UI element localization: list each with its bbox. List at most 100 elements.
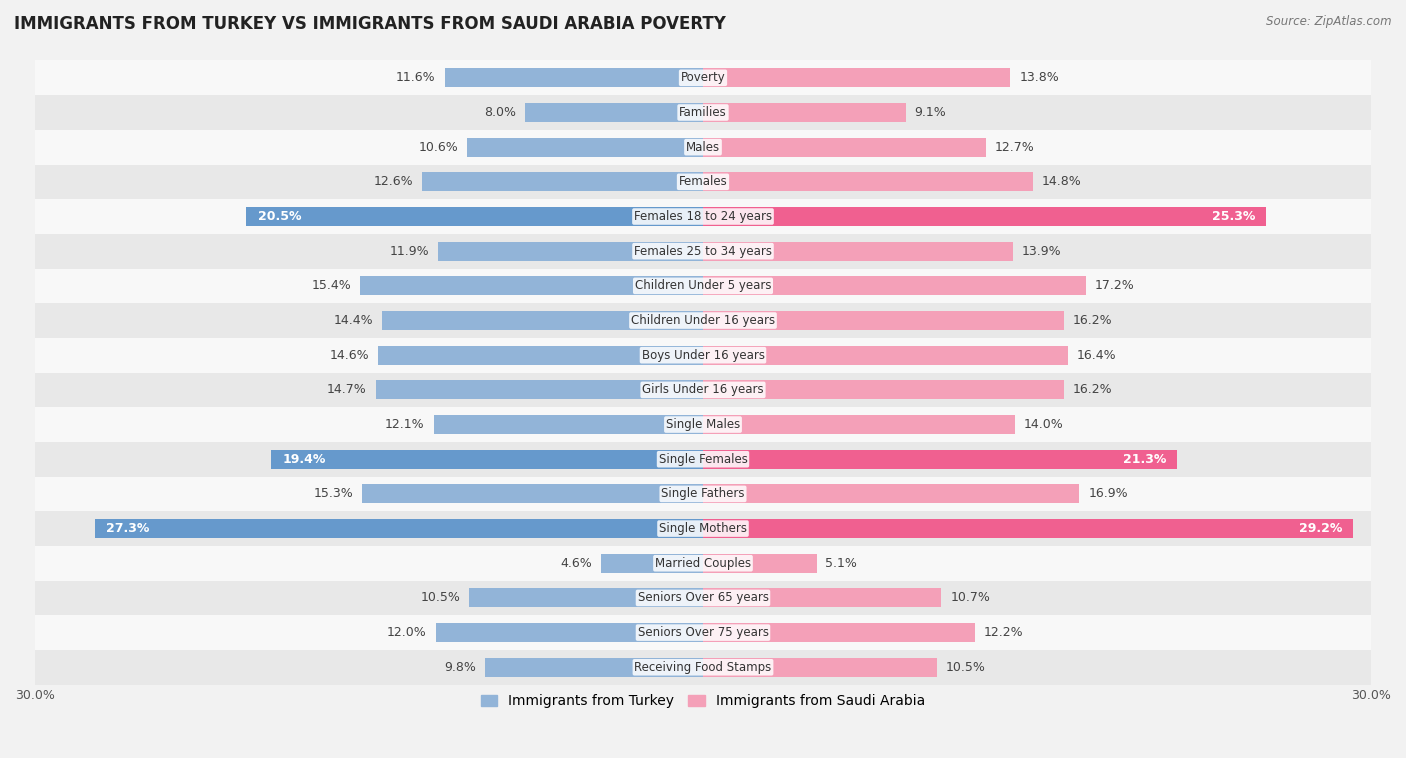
Text: 12.6%: 12.6% — [374, 175, 413, 188]
Bar — [35, 303, 1371, 338]
Text: Females 25 to 34 years: Females 25 to 34 years — [634, 245, 772, 258]
Text: Poverty: Poverty — [681, 71, 725, 84]
Text: 14.4%: 14.4% — [333, 314, 374, 327]
Bar — [439, 242, 703, 261]
Text: 29.2%: 29.2% — [1299, 522, 1343, 535]
Text: 16.2%: 16.2% — [1073, 384, 1112, 396]
Text: 27.3%: 27.3% — [107, 522, 149, 535]
Text: 10.6%: 10.6% — [419, 141, 458, 154]
Bar — [703, 449, 1177, 468]
Text: 12.7%: 12.7% — [994, 141, 1035, 154]
Text: 13.8%: 13.8% — [1019, 71, 1059, 84]
Text: 10.5%: 10.5% — [420, 591, 460, 604]
Text: Seniors Over 65 years: Seniors Over 65 years — [637, 591, 769, 604]
Bar — [467, 138, 703, 157]
Bar — [35, 164, 1371, 199]
Text: 10.5%: 10.5% — [946, 661, 986, 674]
Bar — [96, 519, 703, 538]
Bar — [436, 623, 703, 642]
Bar — [35, 268, 1371, 303]
Bar — [703, 623, 974, 642]
Text: Families: Families — [679, 106, 727, 119]
Text: IMMIGRANTS FROM TURKEY VS IMMIGRANTS FROM SAUDI ARABIA POVERTY: IMMIGRANTS FROM TURKEY VS IMMIGRANTS FRO… — [14, 15, 725, 33]
Text: 17.2%: 17.2% — [1095, 280, 1135, 293]
Bar — [382, 311, 703, 330]
Text: 16.2%: 16.2% — [1073, 314, 1112, 327]
Text: 14.7%: 14.7% — [328, 384, 367, 396]
Text: Females: Females — [679, 175, 727, 188]
Bar — [35, 477, 1371, 511]
Bar — [35, 234, 1371, 268]
Text: Children Under 16 years: Children Under 16 years — [631, 314, 775, 327]
Text: Boys Under 16 years: Boys Under 16 years — [641, 349, 765, 362]
Bar — [703, 588, 941, 607]
Bar — [703, 519, 1353, 538]
Bar — [35, 546, 1371, 581]
Bar — [35, 338, 1371, 372]
Bar — [600, 553, 703, 573]
Bar — [35, 442, 1371, 477]
Bar — [363, 484, 703, 503]
Bar — [360, 277, 703, 296]
Bar — [703, 553, 817, 573]
Text: 9.8%: 9.8% — [444, 661, 475, 674]
Bar — [35, 372, 1371, 407]
Bar — [703, 415, 1015, 434]
Bar — [703, 103, 905, 122]
Bar — [35, 615, 1371, 650]
Bar — [524, 103, 703, 122]
Bar — [433, 415, 703, 434]
Text: 16.9%: 16.9% — [1088, 487, 1128, 500]
Bar — [703, 346, 1069, 365]
Bar — [35, 96, 1371, 130]
Bar — [703, 207, 1267, 226]
Text: 19.4%: 19.4% — [283, 453, 326, 465]
Bar — [271, 449, 703, 468]
Bar — [35, 199, 1371, 234]
Text: Seniors Over 75 years: Seniors Over 75 years — [637, 626, 769, 639]
Text: Single Females: Single Females — [658, 453, 748, 465]
Text: 16.4%: 16.4% — [1077, 349, 1116, 362]
Text: Girls Under 16 years: Girls Under 16 years — [643, 384, 763, 396]
Text: 10.7%: 10.7% — [950, 591, 990, 604]
Bar — [35, 61, 1371, 96]
Text: Single Fathers: Single Fathers — [661, 487, 745, 500]
Bar — [703, 311, 1064, 330]
Bar — [703, 381, 1064, 399]
Bar — [35, 581, 1371, 615]
Text: Females 18 to 24 years: Females 18 to 24 years — [634, 210, 772, 223]
Text: 12.0%: 12.0% — [387, 626, 427, 639]
Text: 12.1%: 12.1% — [385, 418, 425, 431]
Bar — [246, 207, 703, 226]
Bar — [470, 588, 703, 607]
Bar — [422, 172, 703, 191]
Text: Married Couples: Married Couples — [655, 556, 751, 570]
Text: 21.3%: 21.3% — [1123, 453, 1166, 465]
Legend: Immigrants from Turkey, Immigrants from Saudi Arabia: Immigrants from Turkey, Immigrants from … — [474, 688, 932, 715]
Text: 14.8%: 14.8% — [1042, 175, 1081, 188]
Text: 4.6%: 4.6% — [560, 556, 592, 570]
Text: Single Mothers: Single Mothers — [659, 522, 747, 535]
Bar — [703, 68, 1011, 87]
Bar — [703, 277, 1085, 296]
Text: 25.3%: 25.3% — [1212, 210, 1256, 223]
Text: Receiving Food Stamps: Receiving Food Stamps — [634, 661, 772, 674]
Bar — [703, 242, 1012, 261]
Bar — [35, 511, 1371, 546]
Text: 5.1%: 5.1% — [825, 556, 858, 570]
Bar — [375, 381, 703, 399]
Text: 14.6%: 14.6% — [329, 349, 368, 362]
Text: Males: Males — [686, 141, 720, 154]
Bar — [35, 650, 1371, 684]
Text: Source: ZipAtlas.com: Source: ZipAtlas.com — [1267, 15, 1392, 28]
Bar — [703, 172, 1032, 191]
Bar — [703, 138, 986, 157]
Bar — [485, 658, 703, 677]
Bar — [35, 407, 1371, 442]
Bar — [35, 130, 1371, 164]
Text: 13.9%: 13.9% — [1021, 245, 1062, 258]
Text: 11.6%: 11.6% — [396, 71, 436, 84]
Bar — [444, 68, 703, 87]
Text: Children Under 5 years: Children Under 5 years — [634, 280, 772, 293]
Text: 15.4%: 15.4% — [311, 280, 352, 293]
